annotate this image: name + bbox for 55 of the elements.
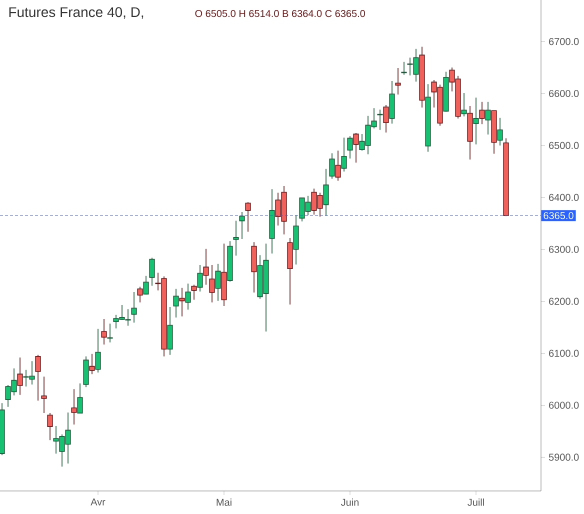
candlestick [293,214,299,265]
y-tick-label: 6700.0 [549,38,579,46]
candlestick [239,212,245,240]
candlestick [353,132,359,164]
candlestick [329,152,335,180]
y-tick-label: 6400.0 [549,194,579,201]
ref-line-label: 6365.0 [544,212,574,220]
x-tick-label: Mai [216,498,232,506]
candlestick [215,264,221,302]
candlestick [383,104,389,133]
y-tick-label: 5900.0 [548,454,579,461]
candlestick [41,376,47,414]
candlestick [185,283,191,310]
candlestick [497,118,503,146]
candlestick [167,306,173,356]
y-tick-label: 6000.0 [549,402,579,409]
y-tick-label: 6600.0 [549,90,579,98]
y-tick-label: 6200.0 [549,298,579,305]
candlestick [143,275,149,295]
candlestick [191,284,197,300]
candlestick [341,137,347,172]
x-tick-label: Juin [340,498,359,506]
candlestick [137,286,143,303]
chart-title: Futures France 40, D, [9,7,144,19]
candlestick [335,150,341,182]
candlestick [233,220,239,256]
candlestick [77,383,83,414]
candlestick [485,101,491,135]
candlestick [473,97,479,145]
candlestick [197,264,203,292]
candlestick [173,288,179,318]
y-tick-label: 6500.0 [549,142,579,150]
x-tick-label: Juill [468,498,484,506]
x-tick-label: Avr [90,498,106,506]
candlestick [89,353,95,374]
y-tick-label: 6300.0 [549,246,579,253]
candlestick [71,388,77,425]
candlestick [101,318,107,345]
candlestick [131,292,137,324]
candlestick [179,287,185,317]
candlestick [479,101,485,125]
candlestick [17,357,23,396]
candlestick [95,328,101,373]
candlestick [47,412,53,440]
candlestick [347,136,353,159]
candlestick [245,202,251,232]
candlestick [149,257,155,286]
candlestick [323,168,329,216]
candlestick [461,92,467,117]
candlestick [209,264,215,303]
candlestick [35,354,41,401]
candlestick [203,248,209,286]
text: O 6505.0 H 6514.0 B 6364.0 C 6365.0 [195,10,366,18]
y-tick-label: 6100.0 [549,350,579,357]
candlestick [395,68,401,95]
